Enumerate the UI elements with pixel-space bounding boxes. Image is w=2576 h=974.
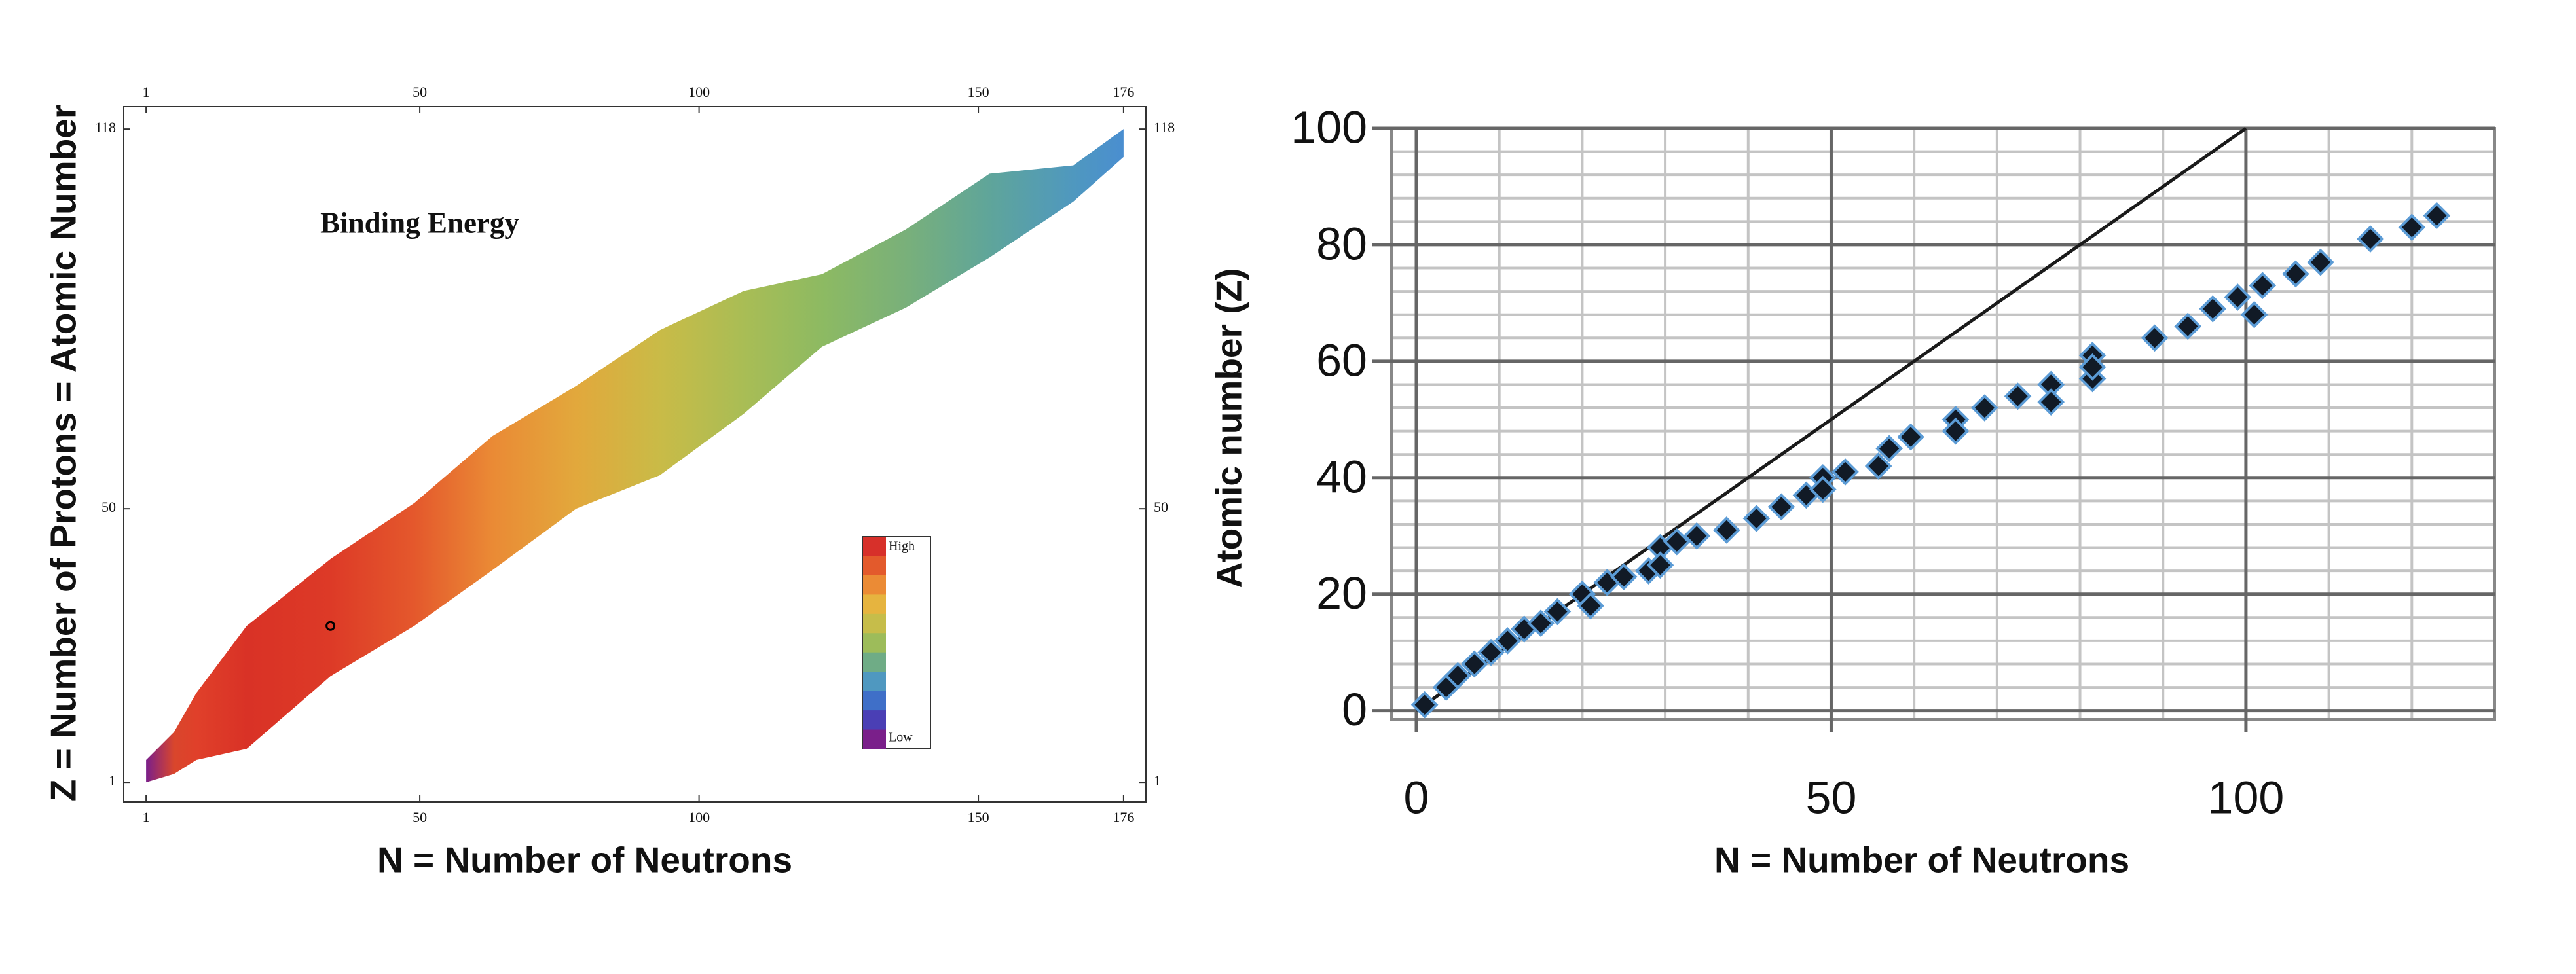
scatter-point <box>2004 382 2032 410</box>
colorbar-swatch <box>863 691 886 711</box>
y-tick-label: 40 <box>1316 451 1367 502</box>
x-tick-label-top: 150 <box>968 84 989 100</box>
scatter-point <box>1460 650 1488 678</box>
x-tick-label-top: 176 <box>1113 84 1134 100</box>
y-tick-label: 100 <box>1291 101 1367 153</box>
scatter-point <box>2307 248 2334 276</box>
scatter-point <box>2249 272 2277 300</box>
scatter-point <box>2282 260 2309 288</box>
y-tick-label: 1 <box>109 772 116 789</box>
colorbar-swatch <box>863 556 886 576</box>
highlight-marker <box>325 621 336 631</box>
scatter-point <box>2357 225 2384 253</box>
scatter-point <box>2224 283 2252 311</box>
x-tick-label: 100 <box>688 809 710 825</box>
colorbar-swatch <box>863 537 886 556</box>
scatter-point <box>2240 300 2268 329</box>
y-tick-label-right: 118 <box>1154 119 1175 135</box>
scatter-point <box>1477 638 1505 666</box>
scatter-point <box>2037 388 2065 416</box>
y-tick-label-right: 1 <box>1154 772 1161 789</box>
scatter-point <box>1610 563 1638 590</box>
plot-frame <box>123 106 1147 803</box>
scatter-point <box>2398 213 2426 242</box>
scatter-point <box>1809 475 1837 503</box>
scatter-point <box>1527 609 1555 638</box>
scatter-point <box>1543 598 1572 626</box>
colorbar-swatch <box>863 613 886 634</box>
x-tick-label: 176 <box>1113 809 1134 825</box>
y-tick-label: 60 <box>1316 334 1367 386</box>
scatter-point <box>1742 505 1771 532</box>
scatter-point <box>1444 662 1472 690</box>
stability-band <box>146 129 1124 783</box>
x-tick-label: 50 <box>413 809 427 825</box>
scatter-point <box>1971 394 1998 422</box>
scatter-point <box>1831 458 1859 486</box>
y-tick-label: 80 <box>1316 218 1367 269</box>
scatter-point <box>1646 551 1674 579</box>
scatter-point <box>1663 528 1691 556</box>
scatter-point <box>1897 423 1924 451</box>
scatter-point <box>2423 202 2451 230</box>
colorbar-swatch <box>863 633 886 653</box>
scatter-point <box>1683 522 1711 550</box>
scatter-point <box>1494 627 1522 655</box>
scatter-point <box>2174 312 2202 340</box>
y-axis-label: Atomic number (Z) <box>1209 268 1249 588</box>
y-tick-label: 20 <box>1316 568 1367 619</box>
scatter-point <box>1577 592 1604 620</box>
scatter-point <box>1941 417 1970 445</box>
x-tick-label: 100 <box>2208 772 2285 823</box>
colorbar-swatch <box>863 672 886 692</box>
x-tick-label-top: 100 <box>688 84 710 100</box>
scatter-point <box>1864 452 1892 480</box>
colorbar-swatch <box>863 594 886 615</box>
scatter-point <box>2141 324 2169 352</box>
scatter-point <box>2078 353 2107 381</box>
scatter-point <box>1713 516 1740 544</box>
y-tick-label-right: 50 <box>1154 499 1168 515</box>
x-tick-label: 0 <box>1404 772 1429 823</box>
colorbar-swatch <box>863 710 886 730</box>
x-tick-label: 50 <box>1806 772 1857 823</box>
x-axis-label: N = Number of Neutrons <box>1714 840 2129 880</box>
scatter-point <box>1767 493 1795 521</box>
colorbar-label: High <box>889 539 915 554</box>
colorbar-label: Low <box>889 730 913 745</box>
x-tick-label: 150 <box>968 809 989 825</box>
colorbar-swatch <box>863 652 886 672</box>
y-axis-label: Z = Number of Protons = Atomic Number <box>43 105 84 801</box>
scatter-point <box>1410 691 1439 719</box>
x-tick-label-top: 1 <box>143 84 150 100</box>
scatter-point <box>2199 295 2227 323</box>
colorbar-swatch <box>863 575 886 595</box>
y-tick-label: 118 <box>95 119 116 135</box>
y-tick-label: 50 <box>101 499 116 515</box>
y-tick-label: 0 <box>1342 684 1367 735</box>
x-tick-label-top: 50 <box>413 84 427 100</box>
colorbar-swatch <box>863 729 886 749</box>
chart-title: Binding Energy <box>320 206 519 239</box>
x-axis-label: N = Number of Neutrons <box>377 840 792 880</box>
scatter-point <box>1875 435 1903 463</box>
x-tick-label: 1 <box>143 809 150 825</box>
